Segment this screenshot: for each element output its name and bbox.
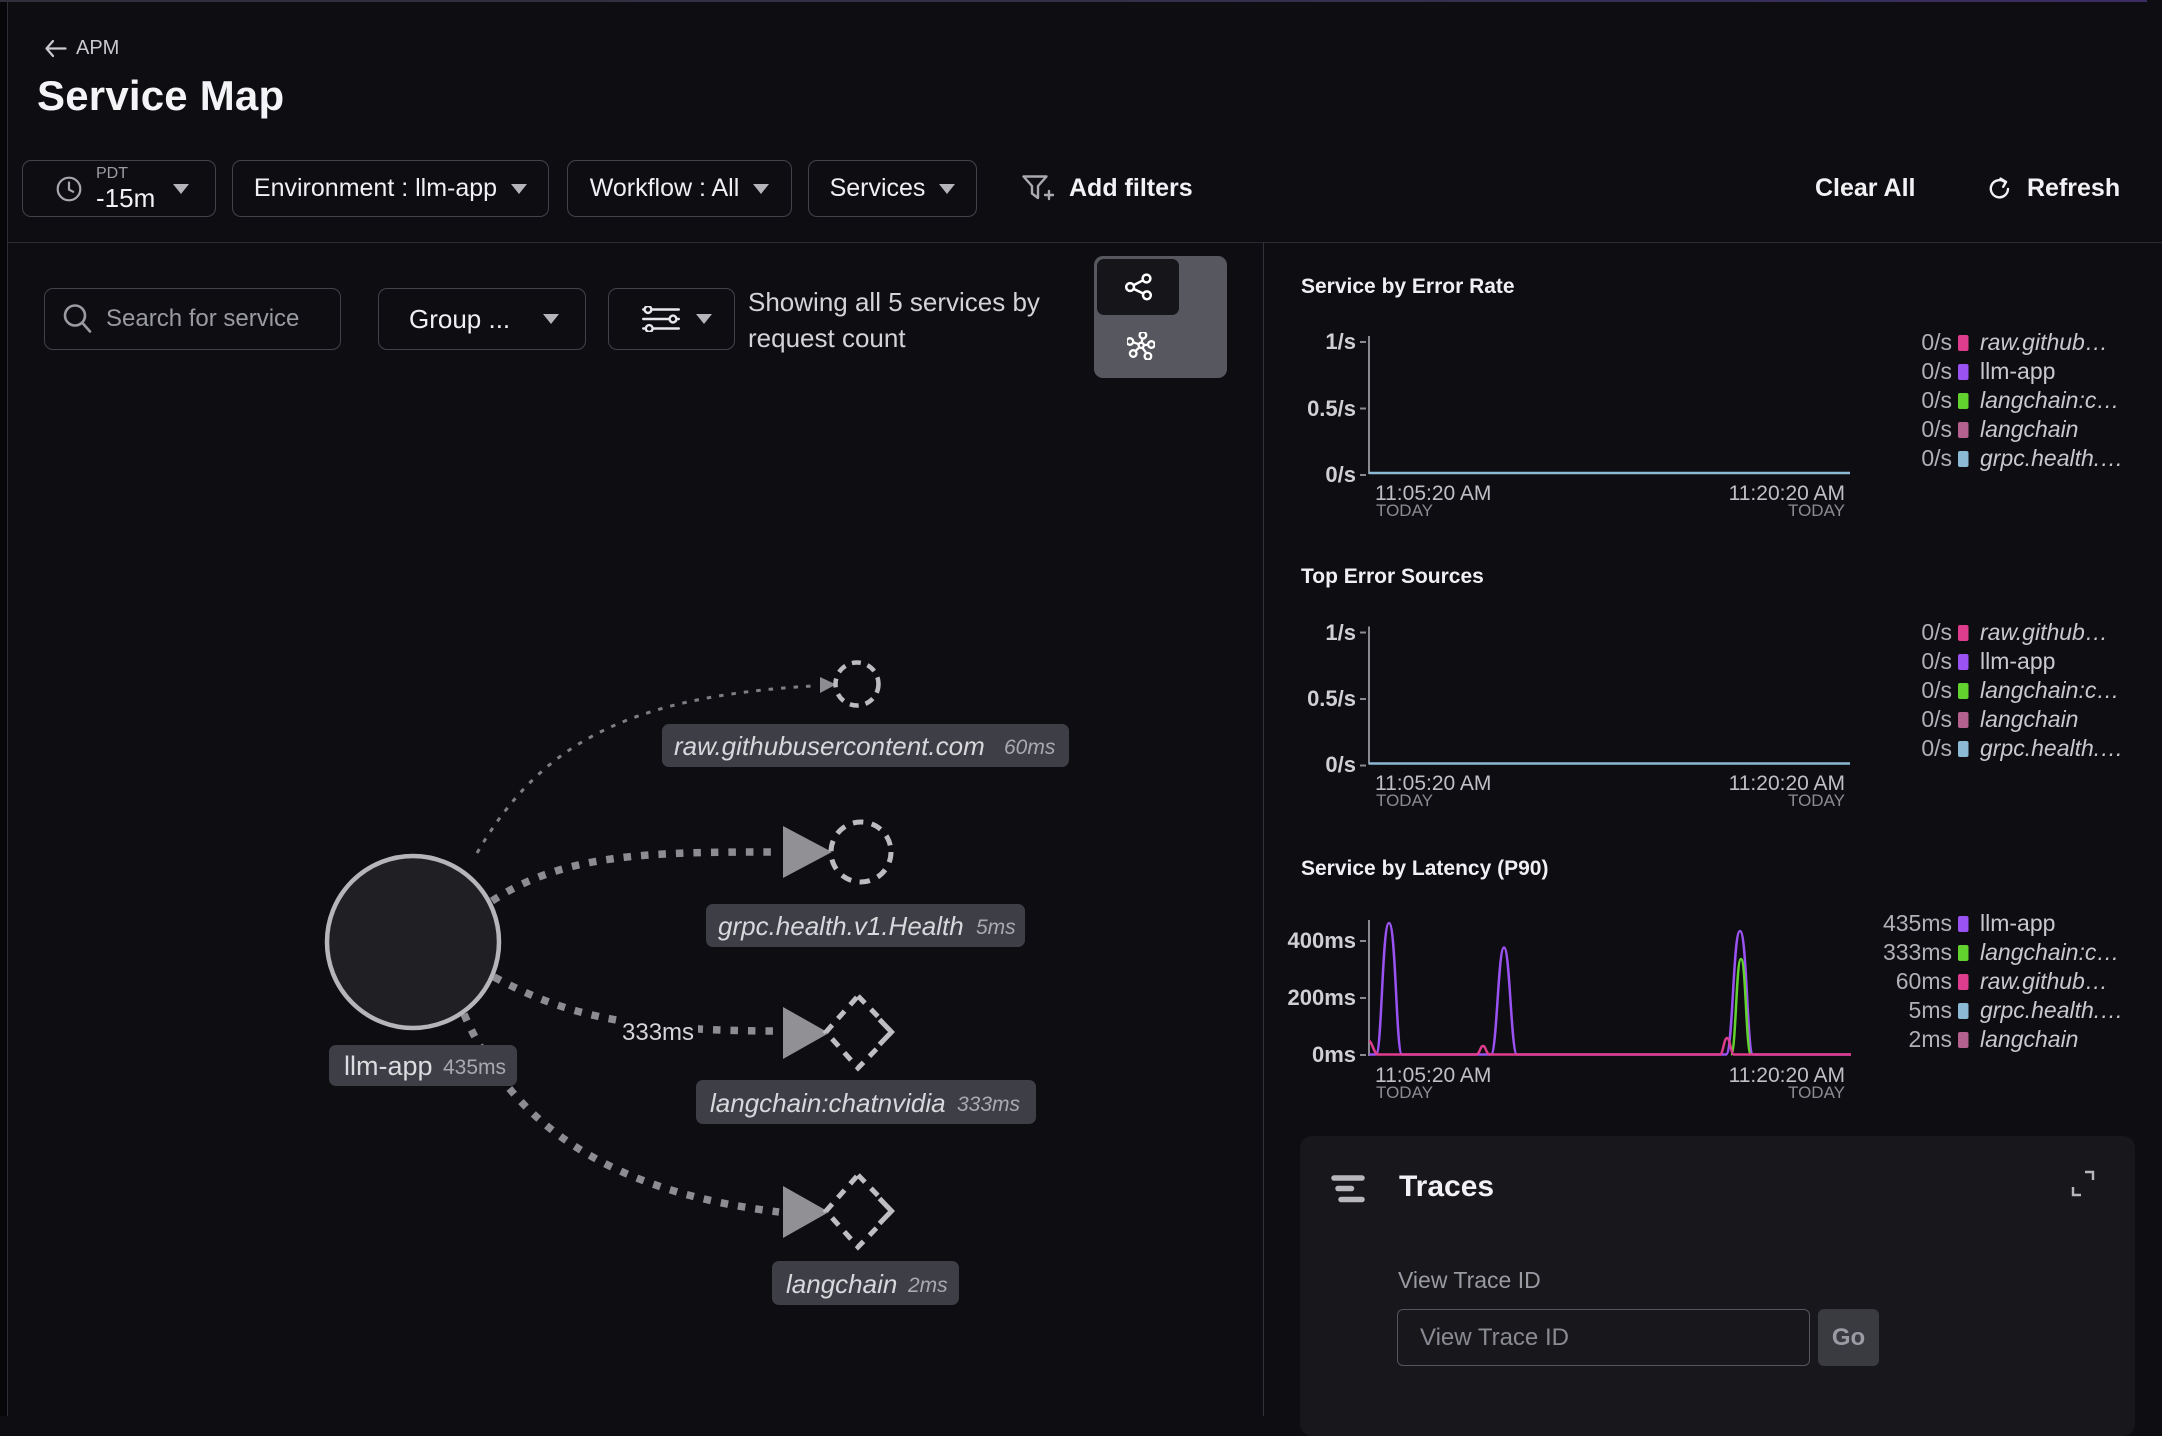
svg-text:333ms: 333ms [622,1019,694,1046]
svg-text:0/s: 0/s [1921,735,1952,761]
svg-text:60ms: 60ms [1004,736,1056,759]
svg-text:5ms: 5ms [976,916,1016,939]
svg-text:0ms: 0ms [1312,1042,1356,1067]
svg-text:raw.github…: raw.github… [1980,329,2108,355]
svg-text:grpc.health.…: grpc.health.… [1980,445,2123,471]
svg-text:TODAY: TODAY [1788,501,1845,520]
svg-text:0/s: 0/s [1921,416,1952,442]
svg-text:435ms: 435ms [1883,910,1952,936]
svg-text:0.5/s: 0.5/s [1307,396,1356,421]
svg-text:TODAY: TODAY [1376,791,1433,810]
svg-text:0/s: 0/s [1921,648,1952,674]
svg-text:11:05:20 AM: 11:05:20 AM [1375,1064,1491,1087]
svg-text:TODAY: TODAY [1788,791,1845,810]
svg-text:langchain:c…: langchain:c… [1980,677,2119,703]
svg-text:grpc.health.v1.Health: grpc.health.v1.Health [718,911,964,941]
svg-text:Top Error Sources: Top Error Sources [1301,565,1484,588]
svg-text:Service by Latency (P90): Service by Latency (P90) [1301,857,1548,880]
svg-text:11:20:20 AM: 11:20:20 AM [1729,482,1845,505]
svg-text:TODAY: TODAY [1376,501,1433,520]
svg-text:langchain: langchain [786,1269,897,1299]
svg-text:llm-app: llm-app [344,1051,433,1081]
svg-text:langchain:c…: langchain:c… [1980,939,2119,965]
svg-text:0.5/s: 0.5/s [1307,686,1356,711]
svg-text:0/s: 0/s [1921,677,1952,703]
svg-text:0/s: 0/s [1325,462,1356,487]
svg-text:200ms: 200ms [1287,985,1356,1010]
svg-text:langchain: langchain [1980,1026,2078,1052]
svg-text:langchain:c…: langchain:c… [1980,387,2119,413]
svg-text:11:20:20 AM: 11:20:20 AM [1729,772,1845,795]
svg-text:333ms: 333ms [1883,939,1952,965]
svg-text:llm-app: llm-app [1980,358,2055,384]
svg-text:TODAY: TODAY [1788,1083,1845,1102]
svg-text:raw.githubusercontent.com: raw.githubusercontent.com [674,731,985,761]
svg-text:raw.github…: raw.github… [1980,968,2108,994]
svg-text:TODAY: TODAY [1376,1083,1433,1102]
svg-text:1/s: 1/s [1325,620,1356,645]
svg-text:60ms: 60ms [1896,968,1952,994]
svg-text:grpc.health.…: grpc.health.… [1980,997,2123,1023]
svg-text:11:20:20 AM: 11:20:20 AM [1729,1064,1845,1087]
svg-text:11:05:20 AM: 11:05:20 AM [1375,772,1491,795]
svg-text:langchain: langchain [1980,416,2078,442]
svg-text:333ms: 333ms [957,1093,1021,1116]
svg-text:0/s: 0/s [1325,752,1356,777]
svg-text:langchain: langchain [1980,706,2078,732]
svg-text:1/s: 1/s [1325,329,1356,354]
svg-text:11:05:20 AM: 11:05:20 AM [1375,482,1491,505]
svg-text:grpc.health.…: grpc.health.… [1980,735,2123,761]
svg-text:llm-app: llm-app [1980,648,2055,674]
svg-text:2ms: 2ms [907,1274,948,1297]
svg-text:0/s: 0/s [1921,358,1952,384]
svg-text:0/s: 0/s [1921,706,1952,732]
svg-text:0/s: 0/s [1921,329,1952,355]
svg-text:0/s: 0/s [1921,445,1952,471]
svg-text:5ms: 5ms [1909,997,1952,1023]
svg-text:raw.github…: raw.github… [1980,619,2108,645]
svg-text:0/s: 0/s [1921,387,1952,413]
svg-text:2ms: 2ms [1909,1026,1952,1052]
svg-text:0/s: 0/s [1921,619,1952,645]
svg-text:Service by Error Rate: Service by Error Rate [1301,275,1515,298]
svg-text:435ms: 435ms [443,1056,506,1079]
svg-text:langchain:chatnvidia: langchain:chatnvidia [710,1088,946,1118]
svg-text:llm-app: llm-app [1980,910,2055,936]
svg-text:400ms: 400ms [1287,928,1356,953]
